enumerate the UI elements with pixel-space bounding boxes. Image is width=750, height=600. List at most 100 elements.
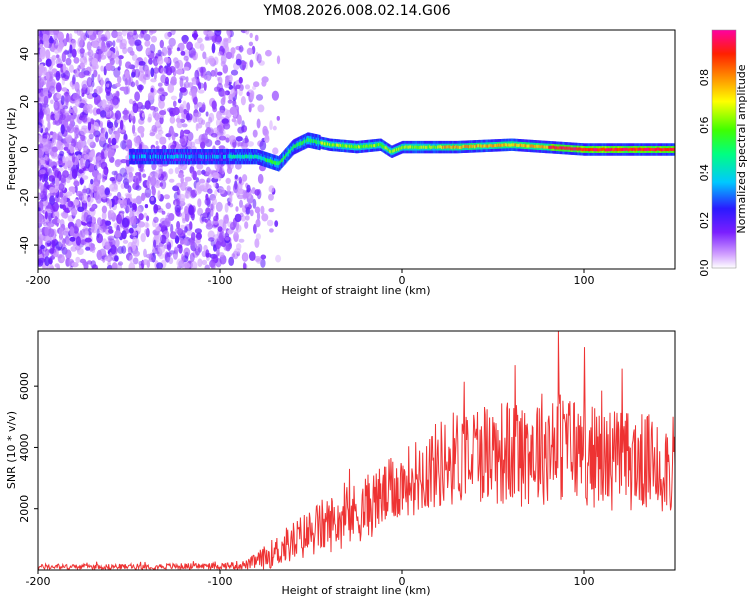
spectrogram-band-core — [396, 148, 398, 152]
spectrogram-noise-cell — [39, 190, 47, 200]
spectrogram-noise-cell — [235, 84, 241, 90]
spectrogram-noise-cell — [107, 235, 115, 241]
spectrogram-band-core — [401, 146, 403, 150]
spectrogram-band-core — [293, 144, 295, 149]
spectrogram-band-core — [627, 148, 629, 152]
spectrogram-noise-cell — [56, 227, 63, 234]
spectrogram-band-core — [321, 141, 323, 145]
spectrogram-band-core — [351, 144, 353, 148]
spectrogram-noise-cell — [38, 239, 42, 247]
spectrogram-noise-cell — [260, 254, 267, 260]
spectrogram-noise-cell — [129, 211, 135, 221]
spectrogram-band-core — [449, 145, 451, 149]
spectrogram-band-core — [608, 147, 610, 151]
spectrogram-noise-cell — [188, 205, 195, 216]
spectrogram-noise-cell — [186, 113, 190, 121]
spectrogram-noise-cell — [105, 91, 113, 102]
spectrogram-noise-cell — [173, 57, 179, 64]
spectrogram-noise-cell — [42, 266, 48, 269]
spectrogram-band-core — [148, 154, 150, 159]
spectrogram-noise-cell — [151, 124, 157, 133]
spectrogram-band-core — [334, 143, 336, 147]
spectrogram-noise-cell — [255, 94, 264, 101]
spectrogram-band-core — [529, 144, 531, 148]
spectrogram-band-core — [223, 155, 225, 159]
spectrogram-noise-cell — [74, 124, 79, 131]
spectrogram-band-core — [563, 146, 565, 150]
spectrogram-noise-cell — [187, 131, 194, 141]
spectrogram-band-core — [270, 158, 272, 163]
spectrogram-band-core — [356, 145, 358, 149]
spectrogram-band-core — [305, 139, 307, 144]
spectrogram-band-core — [310, 138, 312, 143]
spectrogram-noise-cell — [213, 234, 221, 240]
spectrogram-band-core — [669, 147, 671, 151]
spectrogram-noise-cell — [56, 140, 62, 151]
spectrogram-band-core — [329, 143, 331, 147]
spectrogram-band-core — [666, 148, 668, 152]
spectrogram-band-core — [558, 146, 560, 150]
spectrogram-noise-cell — [99, 132, 106, 142]
spectrogram-noise-cell — [168, 178, 175, 183]
x-tick-label: 100 — [574, 274, 595, 287]
spectrogram-noise-cell — [87, 137, 94, 146]
spectrogram-noise-cell — [105, 63, 113, 71]
spectrogram-noise-cell — [243, 263, 248, 269]
spectrogram-noise-cell — [68, 33, 73, 39]
spectrogram-noise-cell — [275, 254, 282, 263]
spectrogram-noise-cell — [210, 261, 216, 269]
spectrogram-noise-cell — [173, 100, 177, 108]
spectrogram-band-core — [428, 145, 430, 149]
spectrogram-noise-cell — [86, 77, 93, 88]
spectrogram-noise-cell — [88, 133, 94, 140]
spectrogram-band-core — [504, 143, 506, 147]
spectrogram-noise-cell — [245, 206, 251, 215]
spectrogram-noise-cell — [134, 60, 139, 68]
spectrogram-noise-cell — [159, 110, 167, 116]
spectrogram-noise-cell — [207, 31, 215, 37]
spectrogram-band-core — [576, 147, 578, 151]
spectrogram-noise-cell — [74, 185, 78, 193]
spectrogram-noise-cell — [120, 38, 127, 48]
spectrogram-noise-cell — [204, 218, 208, 223]
y-tick-label: 2000 — [18, 495, 31, 523]
y-tick-label: 0 — [18, 146, 31, 153]
spectrogram-band-core — [644, 147, 646, 151]
spectrogram-noise-cell — [43, 95, 49, 106]
spectrogram-noise-cell — [176, 68, 184, 75]
spectrogram-band-core — [526, 144, 528, 148]
spectrogram-band-core — [667, 147, 669, 151]
spectrogram-noise-cell — [256, 118, 261, 129]
spectrogram-band-core — [353, 145, 355, 149]
spectrogram-band-core — [400, 146, 402, 150]
spectrogram-noise-cell — [159, 136, 167, 145]
spectrogram-band-core — [472, 144, 474, 148]
spectrogram-band-core — [497, 143, 499, 147]
spectrogram-band-core — [306, 138, 308, 143]
spectrogram-noise-cell — [227, 229, 234, 235]
spectrogram-noise-cell — [157, 82, 163, 87]
spectrogram-noise-cell — [71, 105, 78, 116]
spectrogram-noise-cell — [276, 116, 280, 121]
spectrogram-band-core — [606, 148, 608, 152]
spectrogram-band-core — [480, 144, 482, 148]
spectrogram-noise-cell — [272, 125, 277, 131]
spectrogram-noise-cell — [105, 241, 111, 251]
spectrogram-band-core — [408, 145, 410, 149]
spectrogram-noise-cell — [183, 237, 188, 246]
spectrogram-noise-cell — [42, 133, 48, 140]
spectrogram-noise-cell — [114, 46, 119, 57]
spectrogram-noise-cell — [143, 248, 147, 258]
spectrogram-band-core — [566, 146, 568, 150]
spectrogram-noise-cell — [214, 140, 221, 146]
spectrogram-band-core — [462, 145, 464, 149]
spectrogram-band-core — [523, 144, 525, 148]
spectrogram-noise-cell — [80, 62, 85, 69]
spectrogram-band-core — [185, 154, 187, 159]
spectrogram-band-core — [572, 147, 574, 151]
spectrogram-band-core — [190, 154, 192, 159]
spectrogram-band-core — [475, 145, 477, 149]
spectrogram-band-core — [494, 143, 496, 147]
spectrogram-band-core — [253, 155, 255, 159]
spectrogram-noise-cell — [106, 42, 111, 49]
